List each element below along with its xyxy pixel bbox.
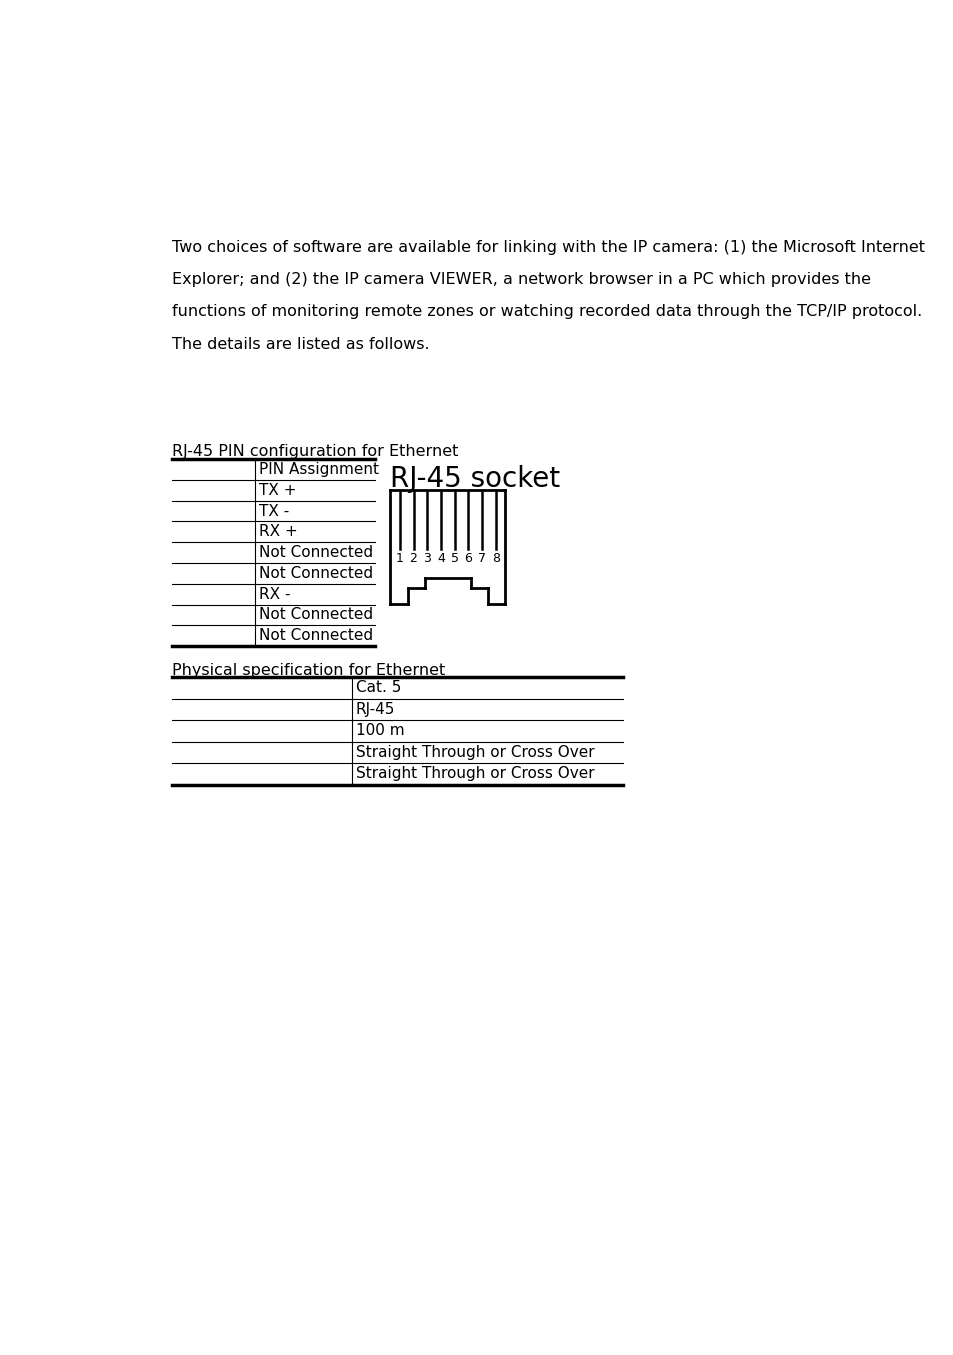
Text: Explorer; and (2) the IP camera VIEWER, a network browser in a PC which provides: Explorer; and (2) the IP camera VIEWER, … (172, 272, 870, 287)
Text: RJ-45 socket: RJ-45 socket (390, 465, 560, 493)
Text: 6: 6 (464, 553, 472, 565)
Text: Not Connected: Not Connected (258, 545, 373, 560)
Text: Two choices of software are available for linking with the IP camera: (1) the Mi: Two choices of software are available fo… (172, 240, 924, 255)
Text: functions of monitoring remote zones or watching recorded data through the TCP/I: functions of monitoring remote zones or … (172, 305, 922, 320)
Text: Straight Through or Cross Over: Straight Through or Cross Over (355, 767, 594, 782)
Text: RX -: RX - (258, 587, 290, 602)
Text: PIN Assignment: PIN Assignment (258, 462, 378, 477)
Text: 7: 7 (477, 553, 486, 565)
Text: TX +: TX + (258, 482, 296, 497)
Text: 8: 8 (492, 553, 499, 565)
Text: 1: 1 (395, 553, 403, 565)
Text: Cat. 5: Cat. 5 (355, 680, 400, 695)
Text: RJ-45 PIN configuration for Ethernet: RJ-45 PIN configuration for Ethernet (172, 443, 457, 458)
Text: RJ-45: RJ-45 (355, 702, 395, 717)
Text: 3: 3 (423, 553, 431, 565)
Text: 2: 2 (409, 553, 417, 565)
Text: 4: 4 (436, 553, 444, 565)
Text: 5: 5 (450, 553, 458, 565)
Text: Not Connected: Not Connected (258, 629, 373, 644)
Text: Straight Through or Cross Over: Straight Through or Cross Over (355, 745, 594, 760)
Text: RX +: RX + (258, 524, 297, 539)
Text: Not Connected: Not Connected (258, 607, 373, 622)
Text: TX -: TX - (258, 504, 289, 519)
Text: The details are listed as follows.: The details are listed as follows. (172, 336, 429, 351)
Text: 100 m: 100 m (355, 724, 404, 738)
Text: Not Connected: Not Connected (258, 566, 373, 581)
Text: Physical specification for Ethernet: Physical specification for Ethernet (172, 663, 445, 678)
